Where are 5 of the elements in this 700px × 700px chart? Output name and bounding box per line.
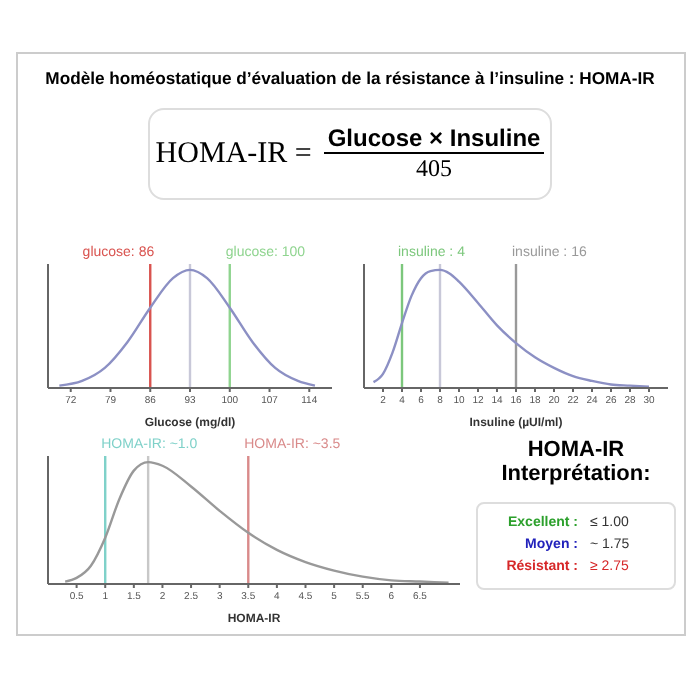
text: HOMA-IR = [155,137,312,171]
text: 405 [416,154,453,184]
text: Modèle homéostatique d’évaluation de la résistance à l’insuline : HOMA-IR [43,68,657,88]
text: Glucose × Insuline [323,124,545,154]
text: HOMA-IR Interprétation: [499,438,653,487]
